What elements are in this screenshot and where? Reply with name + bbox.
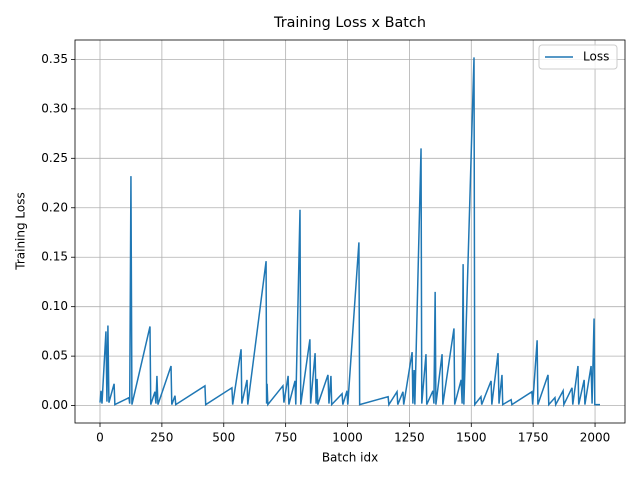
y-tick-label: 0.15 — [41, 250, 68, 264]
y-tick-label: 0.05 — [41, 349, 68, 363]
legend-label: Loss — [583, 50, 609, 64]
y-axis-label: Training Loss — [14, 192, 28, 270]
axes-frame — [74, 39, 626, 424]
x-tick-label: 2000 — [580, 431, 611, 445]
x-tick-label: 500 — [212, 431, 235, 445]
legend-box — [538, 44, 618, 70]
x-tick-label: 750 — [274, 431, 297, 445]
x-tick-label: 1000 — [332, 431, 363, 445]
y-tick-label: 0.00 — [41, 398, 68, 412]
x-axis-label: Batch idx — [322, 451, 378, 465]
y-tick-label: 0.35 — [41, 52, 68, 66]
loss-line — [99, 57, 600, 408]
y-tick-label: 0.30 — [41, 101, 68, 115]
x-tick-label: 1250 — [394, 431, 425, 445]
x-tick-label: 1750 — [518, 431, 549, 445]
x-tick-label: 250 — [150, 431, 173, 445]
y-tick-label: 0.10 — [41, 299, 68, 313]
x-tick-label: 1500 — [456, 431, 487, 445]
chart-title: Training Loss x Batch — [273, 15, 426, 31]
y-tick-label: 0.20 — [41, 200, 68, 214]
x-tick-label: 0 — [96, 431, 104, 445]
y-tick-label: 0.25 — [41, 151, 68, 165]
